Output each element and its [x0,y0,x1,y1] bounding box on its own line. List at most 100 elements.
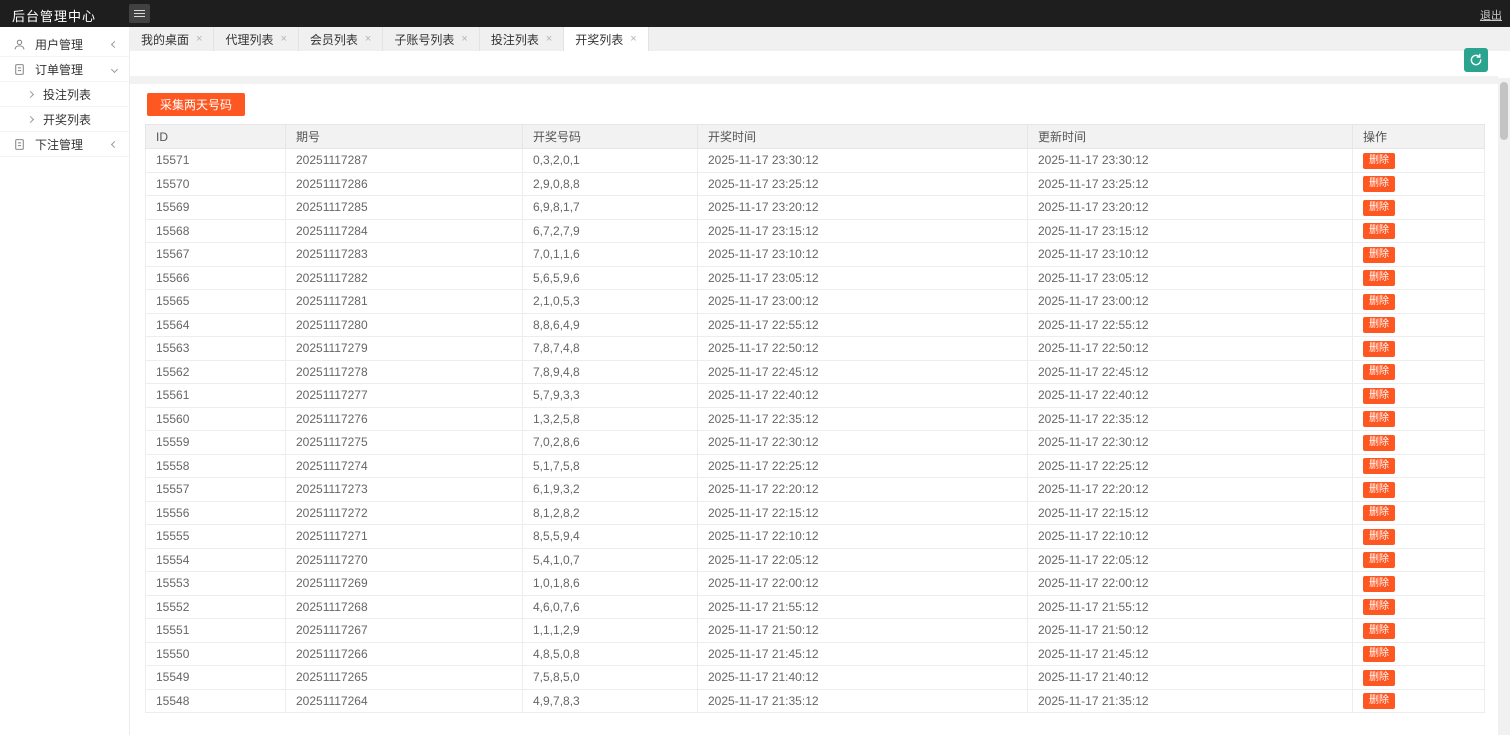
table-header-row: ID期号开奖号码开奖时间更新时间操作 [146,125,1485,149]
delete-button[interactable]: 删除 [1363,270,1395,286]
cell-update-time: 2025-11-17 22:05:12 [1028,548,1353,572]
cell-update-time: 2025-11-17 22:45:12 [1028,360,1353,384]
delete-button[interactable]: 删除 [1363,388,1395,404]
cell-update-time: 2025-11-17 22:20:12 [1028,478,1353,502]
cell-numbers: 4,8,5,0,8 [523,642,698,666]
sidebar-item-label: 下注管理 [35,136,83,153]
tab-close-icon[interactable]: × [630,34,636,45]
toolbar [130,51,1498,76]
cell-id: 15568 [146,219,286,243]
tab-label: 会员列表 [310,31,358,48]
delete-button[interactable]: 删除 [1363,364,1395,380]
cell-numbers: 0,3,2,0,1 [523,149,698,173]
delete-button[interactable]: 删除 [1363,247,1395,263]
delete-button[interactable]: 删除 [1363,482,1395,498]
tab-my-desktop[interactable]: 我的桌面 × [130,27,214,51]
delete-button[interactable]: 删除 [1363,623,1395,639]
delete-button[interactable]: 删除 [1363,200,1395,216]
collect-numbers-button[interactable]: 采集两天号码 [147,93,245,116]
cell-update-time: 2025-11-17 23:05:12 [1028,266,1353,290]
cell-actions: 删除 [1353,525,1485,549]
main-area: 我的桌面×代理列表×会员列表×子账号列表×投注列表×开奖列表× 采集两天号码 I… [130,27,1510,735]
menu-toggle-button[interactable] [129,4,150,23]
cell-issue: 20251117277 [286,384,523,408]
user-icon [12,37,26,51]
delete-button[interactable]: 删除 [1363,646,1395,662]
sidebar: 用户管理订单管理投注列表开奖列表下注管理 [0,27,130,735]
cell-id: 15562 [146,360,286,384]
cell-id: 15563 [146,337,286,361]
cell-draw-time: 2025-11-17 23:05:12 [698,266,1028,290]
delete-button[interactable]: 删除 [1363,294,1395,310]
cell-id: 15550 [146,642,286,666]
cell-update-time: 2025-11-17 21:55:12 [1028,595,1353,619]
cell-issue: 20251117276 [286,407,523,431]
tab-agent-list[interactable]: 代理列表× [214,27,298,51]
table-row: 15554202511172705,4,1,0,72025-11-17 22:0… [146,548,1485,572]
cell-issue: 20251117286 [286,172,523,196]
tab-close-icon[interactable]: × [365,34,371,45]
delete-button[interactable]: 删除 [1363,317,1395,333]
tab-close-icon[interactable]: × [196,34,202,45]
tab-bet-list[interactable]: 投注列表× [480,27,564,51]
tab-close-icon[interactable]: × [280,34,286,45]
delete-button[interactable]: 删除 [1363,176,1395,192]
cell-issue: 20251117284 [286,219,523,243]
refresh-button[interactable] [1464,48,1488,72]
cell-actions: 删除 [1353,149,1485,173]
sidebar-item-order-mgmt[interactable]: 订单管理 [0,57,129,82]
delete-button[interactable]: 删除 [1363,341,1395,357]
delete-button[interactable]: 删除 [1363,435,1395,451]
cell-draw-time: 2025-11-17 22:10:12 [698,525,1028,549]
cell-id: 15570 [146,172,286,196]
cell-numbers: 2,1,0,5,3 [523,290,698,314]
delete-button[interactable]: 删除 [1363,599,1395,615]
cell-actions: 删除 [1353,619,1485,643]
cell-issue: 20251117283 [286,243,523,267]
tab-label: 我的桌面 [141,31,189,48]
cell-numbers: 1,1,1,2,9 [523,619,698,643]
content-panel: 采集两天号码 ID期号开奖号码开奖时间更新时间操作 15571202511172… [130,84,1498,735]
delete-button[interactable]: 删除 [1363,552,1395,568]
cell-update-time: 2025-11-17 23:10:12 [1028,243,1353,267]
table-row: 15556202511172728,1,2,8,22025-11-17 22:1… [146,501,1485,525]
cell-actions: 删除 [1353,337,1485,361]
delete-button[interactable]: 删除 [1363,693,1395,709]
tab-close-icon[interactable]: × [461,34,467,45]
delete-button[interactable]: 删除 [1363,458,1395,474]
cell-issue: 20251117266 [286,642,523,666]
logout-link[interactable]: 退出 [1480,7,1502,23]
delete-button[interactable]: 删除 [1363,670,1395,686]
cell-numbers: 7,5,8,5,0 [523,666,698,690]
cell-update-time: 2025-11-17 22:50:12 [1028,337,1353,361]
cell-numbers: 8,1,2,8,2 [523,501,698,525]
tab-lottery-list[interactable]: 开奖列表× [564,27,648,51]
cell-numbers: 8,8,6,4,9 [523,313,698,337]
tab-member-list[interactable]: 会员列表 × [299,27,383,51]
cell-update-time: 2025-11-17 22:35:12 [1028,407,1353,431]
cell-numbers: 5,7,9,3,3 [523,384,698,408]
delete-button[interactable]: 删除 [1363,153,1395,169]
tab-close-icon[interactable]: × [546,34,552,45]
vertical-scrollbar[interactable] [1498,78,1510,735]
delete-button[interactable]: 删除 [1363,223,1395,239]
delete-button[interactable]: 删除 [1363,576,1395,592]
tab-subaccount-list[interactable]: 子账号列表 × [383,27,479,51]
chevron-right-icon [27,115,34,122]
cell-draw-time: 2025-11-17 23:15:12 [698,219,1028,243]
cell-update-time: 2025-11-17 23:30:12 [1028,149,1353,173]
delete-button[interactable]: 删除 [1363,505,1395,521]
tab-label: 子账号列表 [394,31,454,48]
scrollbar-thumb[interactable] [1500,82,1508,140]
cell-issue: 20251117280 [286,313,523,337]
sidebar-item-user-mgmt[interactable]: 用户管理 [0,32,129,57]
cell-id: 15554 [146,548,286,572]
delete-button[interactable]: 删除 [1363,411,1395,427]
cell-numbers: 5,4,1,0,7 [523,548,698,572]
sidebar-item-wager-mgmt[interactable]: 下注管理 [0,132,129,157]
table-row: 15560202511172761,3,2,5,82025-11-17 22:3… [146,407,1485,431]
sidebar-subitem-lottery-list[interactable]: 开奖列表 [0,107,129,132]
delete-button[interactable]: 删除 [1363,529,1395,545]
cell-id: 15559 [146,431,286,455]
sidebar-subitem-bet-list[interactable]: 投注列表 [0,82,129,107]
